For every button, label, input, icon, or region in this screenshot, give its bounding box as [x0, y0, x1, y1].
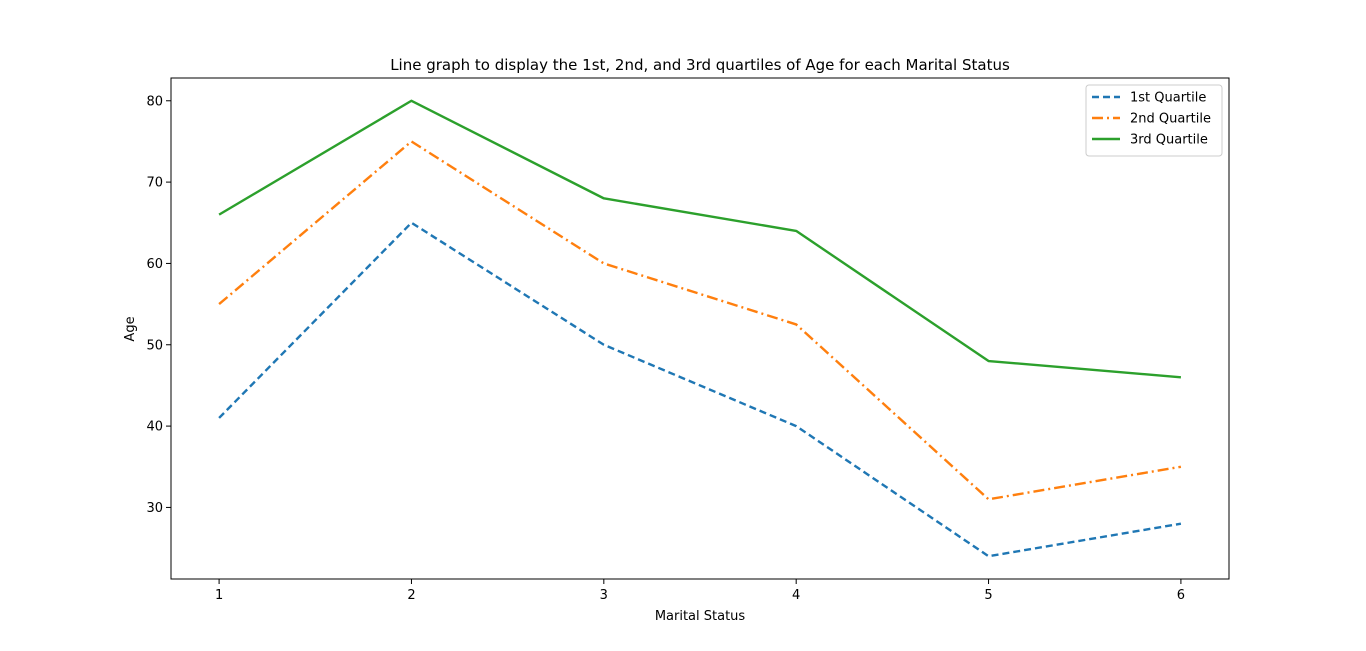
y-tick-label: 80 — [146, 94, 163, 109]
x-tick-label: 5 — [984, 588, 992, 603]
series-line-1 — [218, 221, 1182, 558]
x-tick-label: 3 — [600, 588, 608, 603]
y-tick-label: 50 — [146, 338, 163, 353]
x-axis-label: Marital Status — [655, 609, 746, 624]
x-tick-label: 4 — [792, 588, 800, 603]
y-tick-label: 60 — [146, 257, 163, 272]
x-tick-label: 1 — [215, 588, 223, 603]
series-line-3 — [218, 99, 1182, 379]
y-tick-label: 30 — [146, 501, 163, 516]
legend-label-3: 3rd Quartile — [1130, 133, 1208, 148]
x-tick-label: 2 — [407, 588, 415, 603]
legend-label-1: 1st Quartile — [1130, 91, 1206, 106]
legend-label-2: 2nd Quartile — [1130, 112, 1211, 127]
axes-frame — [170, 77, 1230, 580]
x-tick-label: 6 — [1177, 588, 1185, 603]
y-axis-label: Age — [123, 316, 138, 341]
legend: 1st Quartile 2nd Quartile 3rd Quartile — [1085, 84, 1223, 157]
plot-area: 1 2 3 4 5 6 30 40 50 60 70 80 — [146, 77, 1230, 603]
y-tick-label: 70 — [146, 176, 163, 191]
y-tick-label: 40 — [146, 420, 163, 435]
series-line-2 — [218, 140, 1182, 501]
chart-title: Line graph to display the 1st, 2nd, and … — [390, 56, 1010, 74]
